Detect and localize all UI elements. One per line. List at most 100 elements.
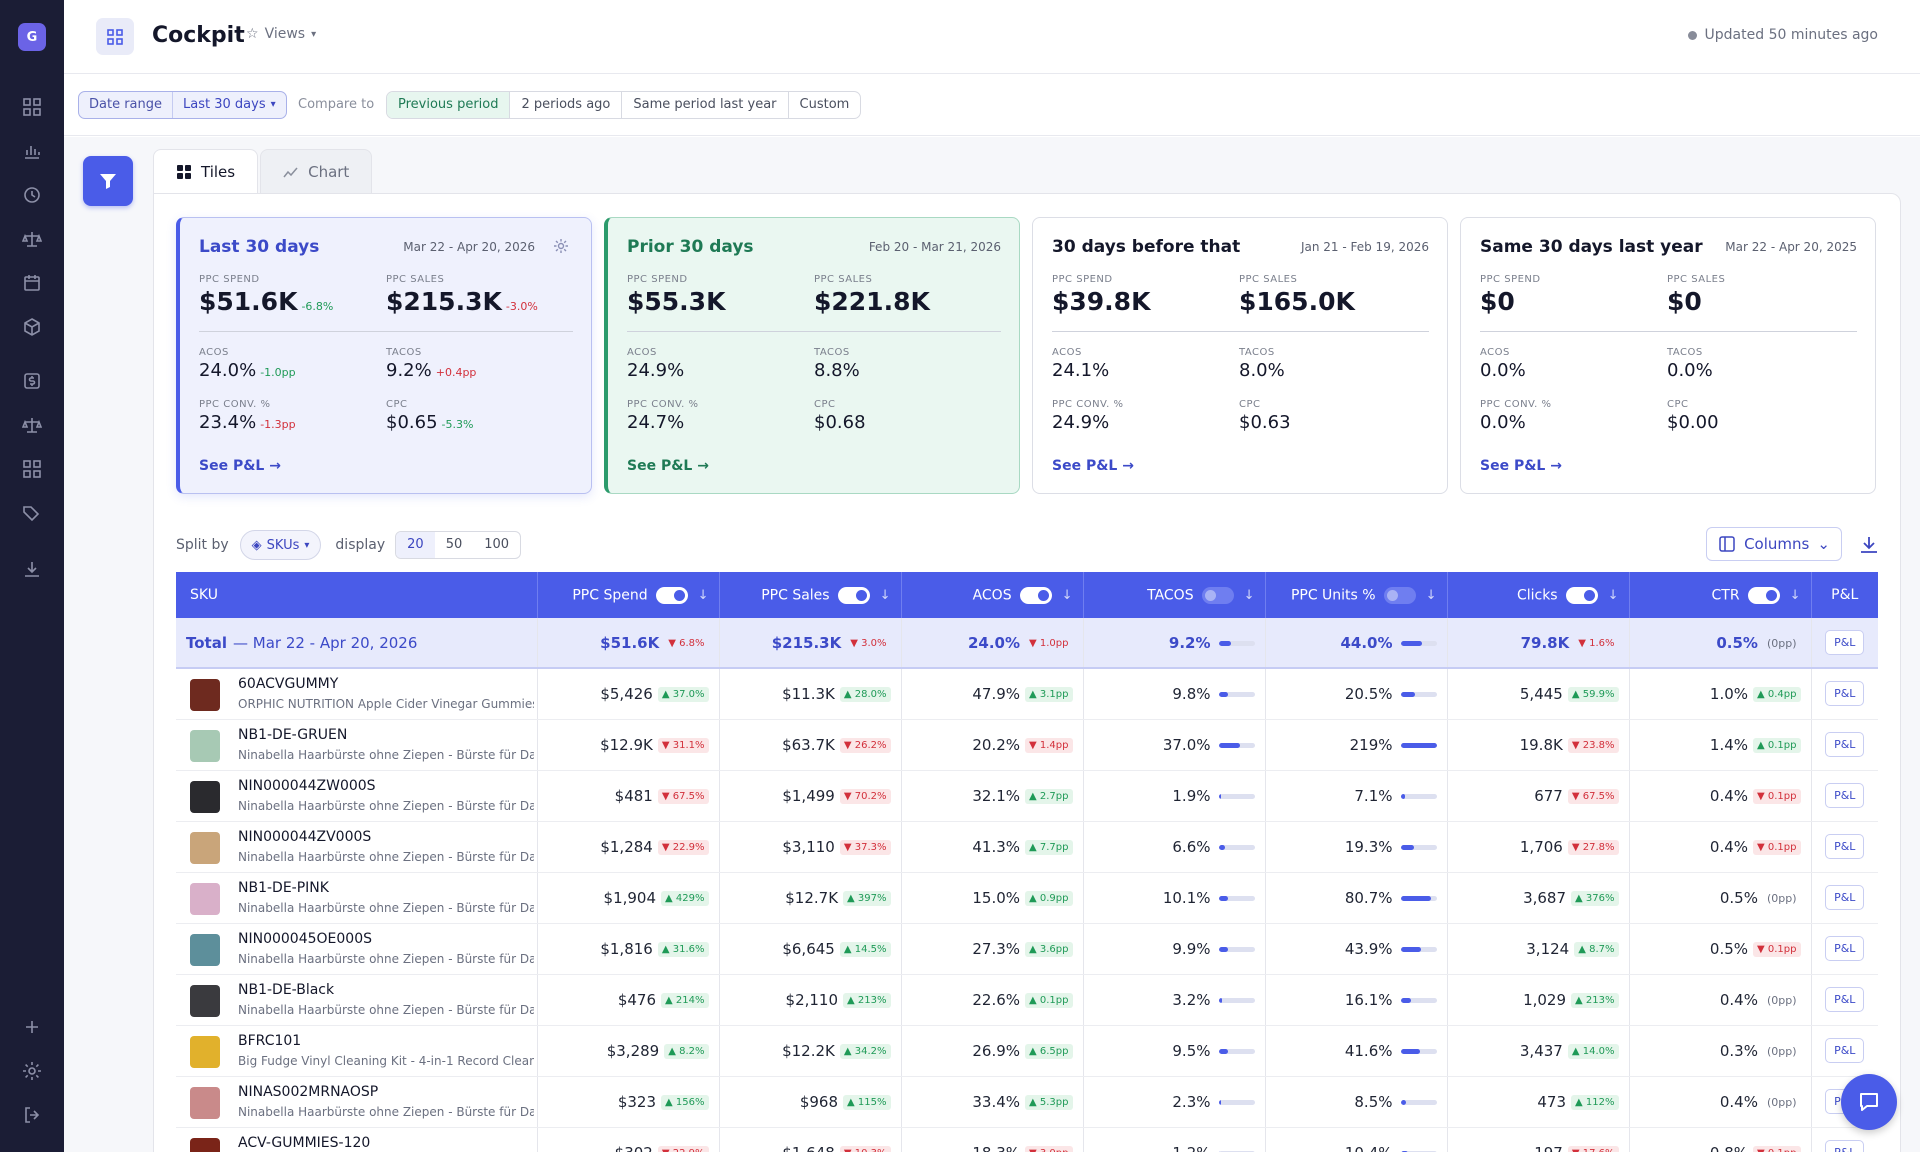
pl-button[interactable]: P&L (1825, 1038, 1865, 1063)
compare-option-2-periods-ago[interactable]: 2 periods ago (510, 92, 623, 118)
sort-arrow-icon[interactable]: ↓ (879, 588, 891, 603)
column-toggle[interactable] (655, 586, 688, 604)
sku-name[interactable]: BFRC101 (238, 1032, 302, 1049)
calendar-icon[interactable] (21, 272, 43, 294)
compare-option-previous-period[interactable]: Previous period (387, 92, 511, 118)
sku-name[interactable]: NB1-DE-Black (238, 981, 335, 998)
sku-name[interactable]: NIN000044ZV000S (238, 828, 372, 845)
column-toggle[interactable] (1201, 586, 1234, 604)
pl-button[interactable]: P&L (1825, 987, 1865, 1012)
compare-option-same-period-last-year[interactable]: Same period last year (622, 92, 789, 118)
date-range-value[interactable]: Last 30 days ▾ (173, 92, 286, 118)
table-row[interactable]: BFRC101 Big Fudge Vinyl Cleaning Kit - 4-… (176, 1025, 1878, 1077)
change-value: 3.1pp (1039, 688, 1069, 700)
table-row[interactable]: NINAS002MRNAOSP Ninabella Haarbürste ohne… (176, 1076, 1878, 1128)
sort-arrow-icon[interactable]: ↓ (1607, 588, 1619, 603)
tab-tiles[interactable]: Tiles (153, 149, 259, 193)
metric-label: PPC CONV. % (1480, 399, 1552, 410)
period-card-same-last-year[interactable]: Same 30 days last year Mar 22 - Apr 20, … (1460, 217, 1876, 494)
column-header[interactable]: SKU (176, 572, 538, 618)
bar-chart-icon[interactable] (21, 140, 43, 162)
table-row[interactable]: NB1-DE-Black Ninabella Haarbürste ohne Zi… (176, 974, 1878, 1026)
scale-icon[interactable] (21, 228, 43, 250)
pl-button[interactable]: P&L (1825, 681, 1865, 707)
views-dropdown[interactable]: ☆ Views ▾ (246, 26, 316, 42)
sku-name[interactable]: NIN000045OE000S (238, 930, 372, 947)
sku-name[interactable]: 60ACVGUMMY (238, 676, 339, 692)
pl-button[interactable]: P&L (1825, 1140, 1865, 1152)
pl-button[interactable]: P&L (1825, 630, 1865, 655)
sku-name[interactable]: NINAS002MRNAOSP (238, 1083, 379, 1100)
period-card-30-days-before[interactable]: 30 days before that Jan 21 - Feb 19, 202… (1032, 217, 1448, 494)
pl-button[interactable]: P&L (1825, 936, 1865, 961)
column-toggle[interactable] (837, 586, 870, 604)
period-card-prior-30-days[interactable]: Prior 30 days Feb 20 - Mar 21, 2026 PPC … (604, 217, 1020, 494)
column-header[interactable]: ACOS ↓ (901, 572, 1084, 618)
grid-menu-button[interactable] (96, 18, 134, 55)
column-header[interactable]: CTR ↓ (1629, 572, 1812, 618)
sku-name[interactable]: ACV-GUMMIES-120 (238, 1134, 371, 1151)
column-header[interactable]: PPC Sales ↓ (719, 572, 902, 618)
dashboard-icon[interactable] (21, 96, 43, 118)
sort-arrow-icon[interactable]: ↓ (1243, 588, 1255, 603)
column-toggle[interactable] (1565, 586, 1598, 604)
table-row[interactable]: NIN000044ZW000S Ninabella Haarbürste ohne… (176, 770, 1878, 822)
metric-tacos: TACOS 8.8% (814, 347, 860, 381)
column-toggle[interactable] (1747, 586, 1780, 604)
table-row[interactable]: NB1-DE-GRUEN Ninabella Haarbürste ohne Zi… (176, 719, 1878, 771)
column-header[interactable]: Clicks ↓ (1447, 572, 1630, 618)
pl-button[interactable]: P&L (1825, 783, 1865, 808)
chat-support-button[interactable] (1841, 1074, 1897, 1130)
clock-icon[interactable] (21, 184, 43, 206)
plus-icon[interactable] (21, 1016, 43, 1038)
table-row[interactable]: ACV-GUMMIES-120$302▼ 22.9%$1,648▼ 10.3%1… (176, 1127, 1878, 1152)
column-header[interactable]: P&L (1811, 572, 1878, 618)
see-pl-link[interactable]: See P&L → (627, 458, 709, 474)
sort-arrow-icon[interactable]: ↓ (1061, 588, 1073, 603)
column-header[interactable]: PPC Spend ↓ (537, 572, 720, 618)
see-pl-link[interactable]: See P&L → (1052, 458, 1134, 474)
compare-option-custom[interactable]: Custom (799, 97, 850, 112)
see-pl-link[interactable]: See P&L → (1480, 458, 1562, 474)
sku-name[interactable]: NIN000044ZW000S (238, 777, 376, 794)
date-range-picker[interactable]: Date range Last 30 days ▾ (78, 91, 287, 119)
display-option-20[interactable]: 20 (396, 532, 435, 558)
table-row[interactable]: NIN000044ZV000S Ninabella Haarbürste ohne… (176, 821, 1878, 873)
export-download-icon[interactable] (1858, 534, 1880, 556)
tab-chart[interactable]: Chart (260, 149, 373, 193)
column-toggle[interactable] (1019, 586, 1052, 604)
change-badge: ▲ 0.4pp (1753, 686, 1801, 702)
column-header[interactable]: PPC Units % ↓ (1265, 572, 1448, 618)
column-header[interactable]: TACOS ↓ (1083, 572, 1266, 618)
table-row[interactable]: NIN000045OE000S Ninabella Haarbürste ohne… (176, 923, 1878, 975)
pl-button[interactable]: P&L (1825, 732, 1865, 757)
pl-button[interactable]: P&L (1825, 885, 1865, 910)
display-option-50[interactable]: 50 (445, 537, 463, 552)
table-row[interactable]: NB1-DE-PINK Ninabella Haarbürste ohne Zie… (176, 872, 1878, 924)
apps-icon[interactable] (21, 458, 43, 480)
split-by-dropdown[interactable]: ◈ SKUs ▾ (239, 530, 322, 560)
sku-name[interactable]: NB1-DE-PINK (238, 879, 329, 896)
period-card-last-30-days[interactable]: Last 30 days Mar 22 - Apr 20, 2026 PPC S… (176, 217, 592, 494)
logout-icon[interactable] (21, 1104, 43, 1126)
tags-icon[interactable] (21, 502, 43, 524)
workspace-logo[interactable]: G (18, 23, 46, 51)
package-icon[interactable] (21, 316, 43, 338)
sort-arrow-icon[interactable]: ↓ (1789, 588, 1801, 603)
sort-arrow-icon[interactable]: ↓ (697, 588, 709, 603)
arrow-down-icon: ▼ (1757, 841, 1768, 853)
see-pl-link[interactable]: See P&L → (199, 458, 281, 474)
pl-button[interactable]: P&L (1825, 834, 1865, 859)
gear-icon[interactable] (553, 238, 569, 254)
filter-button[interactable] (83, 156, 133, 206)
sort-arrow-icon[interactable]: ↓ (1425, 588, 1437, 603)
sku-name[interactable]: NB1-DE-GRUEN (238, 726, 348, 743)
table-row[interactable]: 60ACVGUMMY ORPHIC NUTRITION Apple Cider V… (176, 668, 1878, 720)
columns-button[interactable]: Columns ⌄ (1706, 527, 1842, 561)
display-option-100[interactable]: 100 (484, 537, 510, 552)
dollar-icon[interactable] (21, 370, 43, 392)
download-icon[interactable] (21, 558, 43, 580)
balance-icon[interactable] (21, 414, 43, 436)
column-toggle[interactable] (1383, 586, 1416, 604)
settings-gear-icon[interactable] (21, 1060, 43, 1082)
